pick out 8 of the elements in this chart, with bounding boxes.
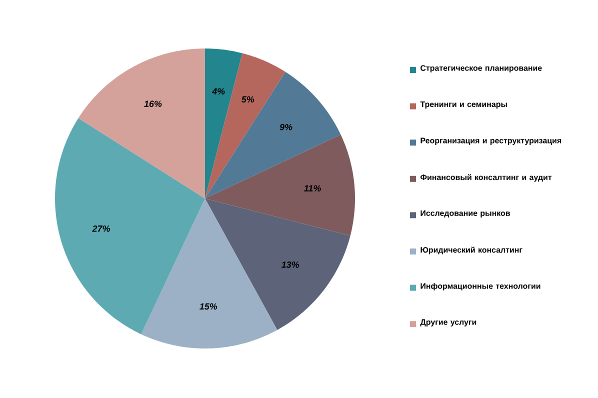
data-label: 27% xyxy=(92,225,110,232)
data-label: 9% xyxy=(280,124,292,130)
data-label: 11% xyxy=(304,185,321,192)
data-label: 15% xyxy=(200,303,218,310)
data-label: 4% xyxy=(212,88,225,94)
data-label: 16% xyxy=(144,100,162,108)
data-label: 13% xyxy=(282,262,300,268)
data-label: 5% xyxy=(242,96,254,103)
